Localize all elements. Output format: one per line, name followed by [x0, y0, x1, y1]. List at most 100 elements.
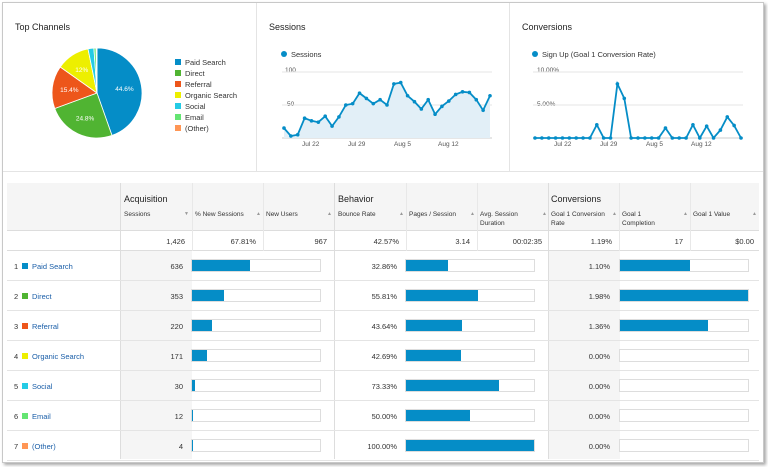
pie-slice-label: 12%: [75, 67, 88, 74]
goal-completion-bar: [619, 289, 749, 302]
divider: [477, 183, 478, 251]
col-sessions[interactable]: Sessions: [124, 211, 151, 218]
legend-social[interactable]: Social: [175, 102, 205, 112]
x-tick: Jul 29: [600, 141, 618, 148]
data-point: [574, 136, 578, 140]
channel-link[interactable]: Paid Search: [32, 262, 73, 271]
conversions-chart: [533, 71, 743, 140]
pages-session-bar: [405, 319, 535, 332]
bar-fill: [620, 320, 709, 331]
sort-icon[interactable]: ▲: [399, 211, 404, 217]
col-pages-session[interactable]: Pages / Session: [409, 211, 456, 218]
col-goal-value[interactable]: Goal 1 Value: [693, 211, 731, 218]
data-point: [467, 90, 472, 95]
col-bounce-rate[interactable]: Bounce Rate: [338, 211, 376, 218]
col-pct-new-sessions[interactable]: % New Sessions: [195, 211, 244, 218]
data-point: [649, 136, 654, 140]
goal-completion-bar: [619, 259, 749, 272]
sort-icon[interactable]: ▲: [470, 211, 475, 217]
group-acquisition: Acquisition: [124, 194, 168, 204]
data-point: [553, 136, 558, 140]
sort-icon[interactable]: ▲: [256, 211, 261, 217]
data-point: [295, 132, 300, 137]
sessions-value: 30: [174, 382, 183, 391]
data-point: [392, 82, 396, 86]
channel-link[interactable]: Social: [32, 382, 53, 391]
new-sessions-bar: [191, 289, 321, 302]
x-tick: Aug 12: [438, 141, 459, 148]
data-point: [330, 124, 334, 128]
data-point: [344, 103, 348, 107]
data-point: [601, 136, 606, 140]
new-sessions-bar: [191, 409, 321, 422]
data-point: [629, 136, 633, 140]
divider: [120, 183, 121, 459]
top-channels-title: Top Channels: [15, 22, 71, 32]
channel-link[interactable]: (Other): [32, 442, 56, 451]
area-fill: [284, 82, 490, 138]
conversion-rate-value: 0.00%: [588, 382, 610, 391]
data-point: [282, 126, 286, 130]
data-point: [663, 126, 668, 130]
col-new-users[interactable]: New Users: [266, 211, 298, 218]
pages-session-bar: [405, 349, 535, 362]
row-index: 7: [14, 442, 19, 451]
conversion-rate-value: 0.00%: [588, 412, 610, 421]
conversions-title: Conversions: [522, 22, 573, 32]
channel-swatch: [22, 323, 28, 329]
pages-session-bar: [405, 289, 535, 302]
legend-paid-search[interactable]: Paid Search: [175, 58, 226, 68]
bar-fill: [406, 350, 462, 361]
total-pages: 3.14: [455, 237, 470, 246]
sort-icon[interactable]: ▲: [683, 211, 688, 217]
channel-link[interactable]: Email: [32, 412, 51, 421]
data-point: [622, 96, 627, 101]
legend-direct[interactable]: Direct: [175, 69, 205, 79]
pie-slice-direct: [54, 92, 113, 139]
data-point: [718, 128, 723, 132]
data-point: [474, 97, 479, 102]
bar-fill: [192, 260, 250, 271]
legend-other[interactable]: (Other): [175, 124, 209, 134]
divider: [3, 171, 763, 172]
table-row: 7 (Other) 4 100.00% 0.00%: [7, 431, 759, 461]
total-avg-duration: 00:02:35: [512, 237, 542, 246]
legend-email[interactable]: Email: [175, 113, 204, 123]
sort-desc-icon[interactable]: ▼: [184, 211, 189, 217]
divider: [690, 183, 691, 251]
column-shade: [120, 251, 192, 459]
new-sessions-bar: [191, 439, 321, 452]
col-conversion-rate[interactable]: Goal 1 Conversion Rate: [551, 211, 605, 227]
sort-icon[interactable]: ▲: [327, 211, 332, 217]
col-avg-duration[interactable]: Avg. Session Duration: [480, 211, 518, 227]
divider: [619, 183, 620, 251]
pie-slice-label: 24.8%: [76, 116, 95, 123]
data-point: [440, 104, 444, 109]
legend-referral[interactable]: Referral: [175, 80, 212, 90]
conversions-series-label[interactable]: Sign Up (Goal 1 Conversion Rate): [532, 50, 656, 59]
x-tick: Jul 22: [554, 141, 572, 148]
channel-link[interactable]: Referral: [32, 322, 59, 331]
sessions-value: 220: [170, 322, 183, 331]
conversion-rate-value: 0.00%: [588, 442, 610, 451]
sessions-series-label[interactable]: Sessions: [281, 50, 321, 59]
data-point: [711, 136, 716, 140]
x-tick: Aug 5: [646, 141, 663, 148]
data-point: [412, 99, 417, 104]
group-conversions: Conversions: [551, 194, 602, 204]
conversion-rate-value: 1.10%: [588, 262, 610, 271]
sort-icon[interactable]: ▲: [752, 211, 757, 217]
channel-link[interactable]: Direct: [32, 292, 52, 301]
data-point: [385, 103, 389, 107]
x-tick: Aug 5: [394, 141, 411, 148]
data-point: [419, 107, 424, 111]
channel-link[interactable]: Organic Search: [32, 352, 85, 361]
sort-icon[interactable]: ▲: [542, 211, 547, 217]
col-goal-completion[interactable]: Goal 1 Completion: [622, 211, 655, 227]
sort-icon[interactable]: ▲: [612, 211, 617, 217]
data-point: [725, 115, 730, 119]
legend-organic-search[interactable]: Organic Search: [175, 91, 237, 101]
goal-completion-bar: [619, 349, 749, 362]
data-point: [302, 116, 307, 120]
sessions-title: Sessions: [269, 22, 306, 32]
